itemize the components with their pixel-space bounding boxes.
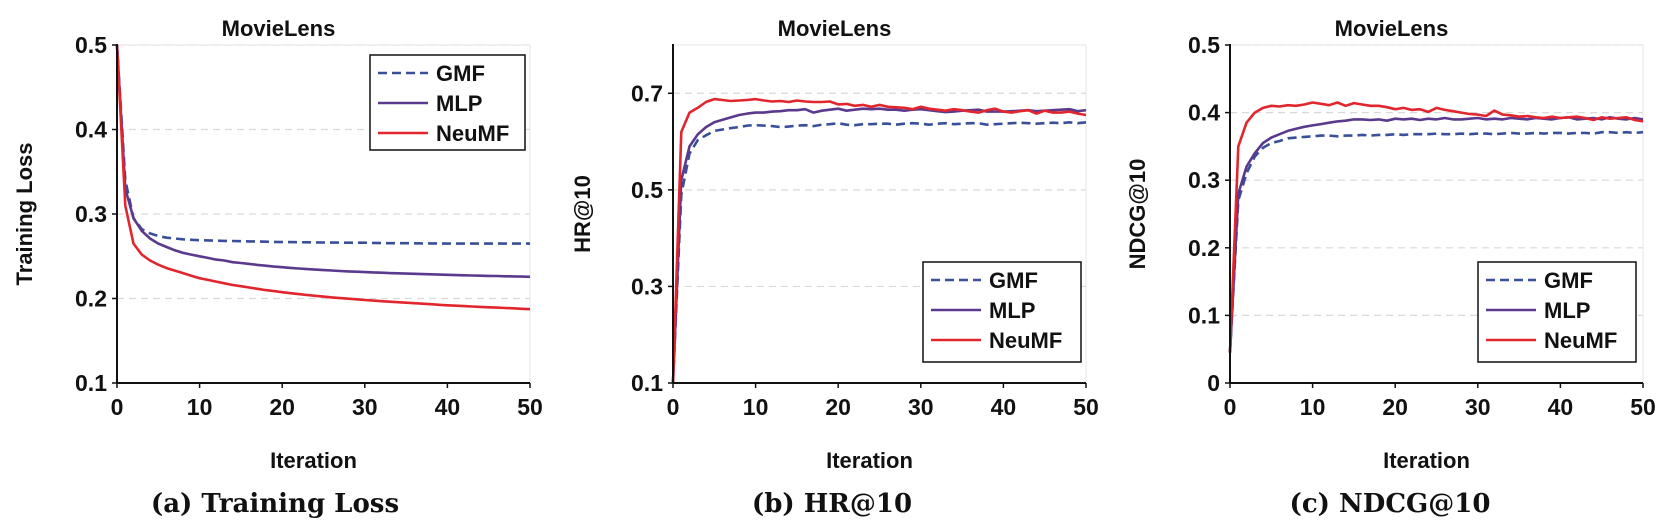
chart-title: MovieLens (1335, 16, 1449, 41)
subfigure-caption: (a) Training Loss (151, 489, 399, 519)
x-tick-label: 20 (269, 394, 295, 420)
legend-box (1477, 261, 1637, 363)
chart-panel-1: 0 10 20 30 40 50 0.1 0.3 0.5 0.7 MovieLens Iteratio… (570, 16, 1099, 519)
y-tick-label: 0.1 (75, 370, 107, 396)
series-line-gmf (1228, 130, 1644, 353)
x-tick-label: 10 (743, 394, 769, 420)
legend: GMF MLP NeuMF (369, 54, 526, 151)
series-line-neumf (115, 44, 531, 311)
x-axis-label: Iteration (1383, 448, 1470, 473)
y-tick-label: 0.4 (75, 117, 107, 143)
x-tick-label: 0 (1224, 394, 1237, 420)
x-tick-label: 40 (1548, 394, 1574, 420)
series-line-mlp (1228, 116, 1644, 353)
legend-label-mlp: MLP (1544, 298, 1590, 323)
y-tick-label: 0.4 (1188, 100, 1220, 126)
y-tick-label: 0.5 (75, 32, 107, 58)
y-tick-label: 0.3 (631, 273, 663, 299)
y-tick-label: 0.1 (1188, 302, 1220, 328)
series-line-mlp (115, 44, 531, 279)
legend: GMF MLP NeuMF (922, 261, 1082, 363)
legend-label-gmf: GMF (436, 61, 485, 86)
x-tick-label: 0 (111, 394, 124, 420)
legend-label-neumf: NeuMF (989, 328, 1062, 353)
y-tick-label: 0.2 (1188, 235, 1220, 261)
x-tick-label: 50 (1073, 394, 1099, 420)
series-line-neumf (1228, 101, 1644, 353)
y-tick-label: 0.1 (631, 370, 663, 396)
x-tick-label: 40 (991, 394, 1017, 420)
legend-label-mlp: MLP (989, 298, 1035, 323)
legend-label-neumf: NeuMF (436, 121, 509, 146)
legend-label-gmf: GMF (1544, 268, 1593, 293)
x-tick-label: 20 (1382, 394, 1408, 420)
legend-label-neumf: NeuMF (1544, 328, 1617, 353)
chart-title: MovieLens (222, 16, 336, 41)
y-axis-label: HR@10 (570, 175, 595, 253)
x-tick-label: 30 (908, 394, 934, 420)
x-tick-label: 0 (667, 394, 680, 420)
y-tick-label: 0.2 (75, 286, 107, 312)
x-tick-label: 10 (1300, 394, 1326, 420)
legend-label-gmf: GMF (989, 268, 1038, 293)
y-axis-label: NDCG@10 (1125, 159, 1150, 270)
series-line-gmf (115, 44, 530, 245)
x-axis-label: Iteration (826, 448, 913, 473)
x-tick-label: 30 (1465, 394, 1491, 420)
x-tick-label: 10 (187, 394, 213, 420)
chart-title: MovieLens (778, 16, 892, 41)
y-tick-label: 0.5 (1188, 32, 1220, 58)
y-tick-label: 0.3 (75, 201, 107, 227)
chart-panel-0: 0 10 20 30 40 50 0.1 0.2 0.3 0.4 0.5 MovieLens Itera… (12, 16, 543, 519)
y-axis-label: Training Loss (12, 142, 37, 285)
series-line-neumf (671, 97, 1087, 384)
x-tick-label: 30 (352, 394, 378, 420)
x-tick-label: 40 (435, 394, 461, 420)
x-axis-label: Iteration (270, 448, 357, 473)
x-tick-label: 20 (825, 394, 851, 420)
legend-label-mlp: MLP (436, 91, 482, 116)
legend: GMF MLP NeuMF (1477, 261, 1637, 363)
y-tick-label: 0 (1207, 370, 1220, 396)
x-tick-label: 50 (1630, 394, 1656, 420)
y-tick-label: 0.5 (631, 177, 663, 203)
legend-box (922, 261, 1082, 363)
y-tick-label: 0.3 (1188, 167, 1220, 193)
y-tick-label: 0.7 (631, 80, 663, 106)
chart-panel-2: 0 10 20 30 40 50 0 0.1 0.2 0.3 0.4 0.5 MovieLens Iter… (1125, 16, 1656, 519)
x-tick-label: 50 (517, 394, 543, 420)
subfigure-caption: (b) HR@10 (752, 489, 912, 519)
subfigure-caption: (c) NDCG@10 (1290, 489, 1491, 519)
